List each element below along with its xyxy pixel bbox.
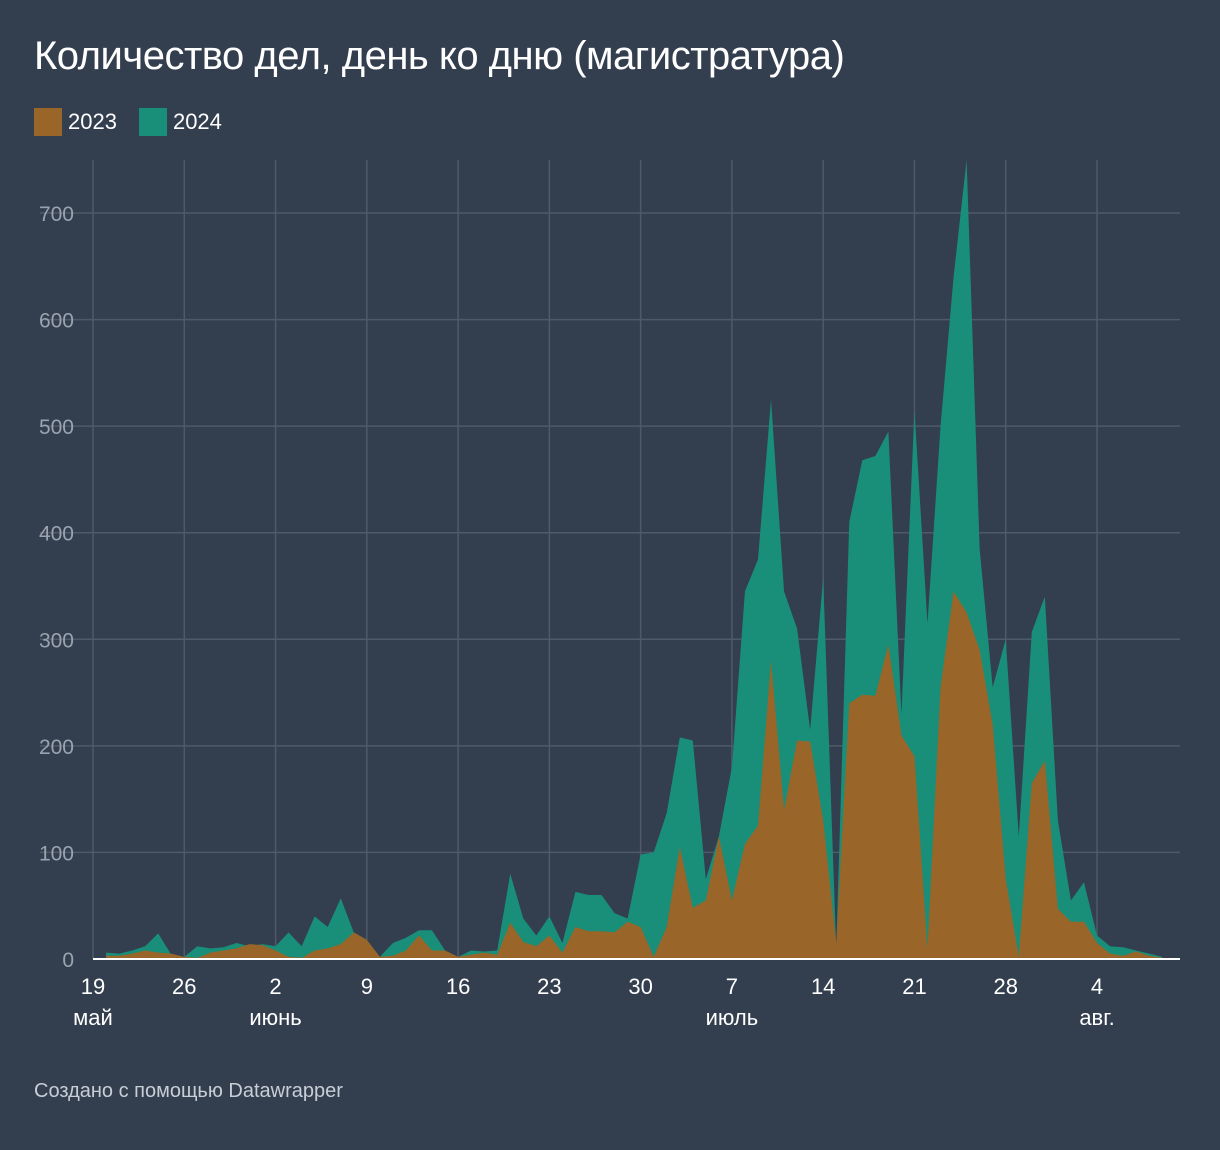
x-tick-label-28: 28	[993, 974, 1017, 999]
legend-item-2023: 2023	[34, 108, 117, 136]
x-month-label-4: авг.	[1079, 1005, 1114, 1030]
x-tick-label-7: 7	[726, 974, 738, 999]
x-tick-label-4: 4	[1091, 974, 1103, 999]
series-area-2023	[106, 591, 1163, 959]
y-tick-label-400: 400	[39, 523, 74, 546]
series-area-2024	[106, 159, 1163, 959]
x-tick-label-19: 19	[81, 974, 105, 999]
legend-label-2024: 2024	[172, 109, 222, 134]
x-month-label-2: июнь	[249, 1005, 301, 1030]
x-month-label-19: май	[73, 1005, 113, 1030]
x-tick-label-14: 14	[811, 974, 835, 999]
x-month-label-7: июль	[706, 1005, 759, 1030]
y-tick-label-500: 500	[39, 416, 74, 439]
legend: 2023 2024	[34, 108, 222, 136]
y-tick-label-600: 600	[39, 310, 74, 333]
legend-item-2024: 2024	[138, 108, 222, 136]
y-tick-label-200: 200	[39, 736, 74, 759]
footer-credit: Создано с помощью Datawrapper	[34, 1080, 343, 1102]
chart-title: Количество дел, день ко дню (магистратур…	[34, 34, 845, 78]
x-tick-label-23: 23	[537, 974, 561, 999]
area-chart: 0 100 200 300 400 500 600 700 19 май 26 2 июнь 9 16 23 3…	[39, 159, 1180, 1030]
x-tick-label-16: 16	[446, 974, 470, 999]
y-tick-label-700: 700	[39, 203, 74, 226]
x-tick-label-9: 9	[361, 974, 373, 999]
x-tick-label-30: 30	[628, 974, 652, 999]
legend-swatch-2023	[34, 108, 62, 136]
x-tick-label-26: 26	[172, 974, 196, 999]
x-tick-label-21: 21	[902, 974, 926, 999]
y-tick-label-100: 100	[39, 842, 74, 865]
y-tick-label-0: 0	[62, 949, 74, 972]
legend-swatch-2024	[138, 108, 167, 136]
y-tick-label-300: 300	[39, 629, 74, 652]
legend-label-2023: 2023	[68, 109, 117, 134]
x-tick-label-2: 2	[269, 974, 281, 999]
